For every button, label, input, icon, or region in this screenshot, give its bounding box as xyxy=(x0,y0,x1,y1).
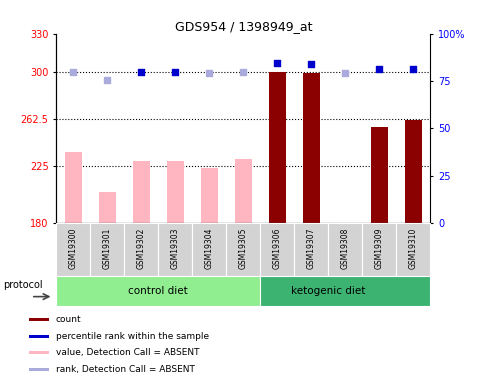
Point xyxy=(137,69,145,75)
Bar xyxy=(99,192,116,223)
Text: control diet: control diet xyxy=(128,286,188,296)
Point xyxy=(273,60,281,66)
Text: percentile rank within the sample: percentile rank within the sample xyxy=(56,332,209,340)
Bar xyxy=(201,168,217,223)
Text: GSM19304: GSM19304 xyxy=(204,227,213,269)
Bar xyxy=(226,223,260,276)
Bar xyxy=(29,351,49,354)
Bar xyxy=(260,223,294,276)
Title: GDS954 / 1398949_at: GDS954 / 1398949_at xyxy=(174,20,311,33)
Point xyxy=(341,70,348,76)
Bar xyxy=(302,73,319,223)
Bar xyxy=(395,223,429,276)
Bar xyxy=(132,161,149,223)
Text: value, Detection Call = ABSENT: value, Detection Call = ABSENT xyxy=(56,348,199,357)
Bar xyxy=(64,152,81,223)
Bar xyxy=(124,223,158,276)
Text: count: count xyxy=(56,315,81,324)
Point xyxy=(103,78,111,84)
Bar xyxy=(29,334,49,338)
Point xyxy=(408,66,416,72)
Bar xyxy=(29,318,49,321)
Text: GSM19300: GSM19300 xyxy=(69,227,78,269)
Text: protocol: protocol xyxy=(3,280,42,290)
Text: GSM19310: GSM19310 xyxy=(408,227,417,269)
Point xyxy=(205,70,213,76)
Point xyxy=(171,69,179,75)
Bar xyxy=(158,223,192,276)
Bar xyxy=(56,276,260,306)
Text: GSM19305: GSM19305 xyxy=(238,227,247,269)
Bar xyxy=(166,161,183,223)
Bar xyxy=(294,223,327,276)
Bar xyxy=(234,159,251,223)
Bar xyxy=(370,127,387,223)
Text: rank, Detection Call = ABSENT: rank, Detection Call = ABSENT xyxy=(56,365,194,374)
Text: GSM19307: GSM19307 xyxy=(306,227,315,269)
Text: GSM19309: GSM19309 xyxy=(374,227,383,269)
Bar xyxy=(260,276,429,306)
Text: GSM19308: GSM19308 xyxy=(340,227,349,269)
Point xyxy=(69,69,77,75)
Text: GSM19303: GSM19303 xyxy=(170,227,180,269)
Point xyxy=(239,69,246,75)
Bar xyxy=(327,223,362,276)
Bar xyxy=(362,223,395,276)
Text: ketogenic diet: ketogenic diet xyxy=(290,286,365,296)
Point xyxy=(307,61,315,67)
Bar xyxy=(29,368,49,371)
Bar xyxy=(56,223,90,276)
Text: GSM19301: GSM19301 xyxy=(102,227,112,269)
Text: GSM19302: GSM19302 xyxy=(137,227,145,269)
Bar xyxy=(268,72,285,223)
Point xyxy=(375,66,383,72)
Bar xyxy=(192,223,226,276)
Bar xyxy=(404,120,421,223)
Bar xyxy=(90,223,124,276)
Text: GSM19306: GSM19306 xyxy=(272,227,281,269)
